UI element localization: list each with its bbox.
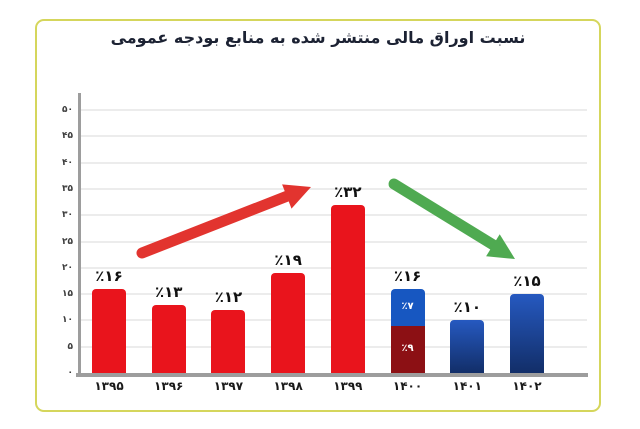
y-axis-tick-label: ۱۵ <box>62 289 73 300</box>
y-axis-tick-label: ۳۵ <box>62 183 73 194</box>
bar-value-label: ٪۳۲ <box>334 182 362 201</box>
bar-value-label: ٪۱۹ <box>274 251 302 270</box>
bar-value-label: ٪۱۶ <box>393 266 422 285</box>
x-axis-year-label: ۱۴۰۰ <box>392 379 423 393</box>
x-axis-year-label: ۱۳۹۹ <box>333 379 363 393</box>
y-axis-tick-label: ۴۰ <box>62 157 73 168</box>
trend-up-arrow <box>136 184 311 259</box>
y-axis-tick-label: ۵۰ <box>62 105 73 115</box>
y-axis-tick-label: ۲۰ <box>62 262 73 273</box>
bar-value-label: ٪۱۶ <box>95 266 123 285</box>
x-axis-year-label: ۱۴۰۲ <box>512 379 542 393</box>
chart-title: نسبت اوراق مالی منتشر شده به منابع بودجه… <box>110 28 526 47</box>
bar-value-label: ٪۱۵ <box>513 272 541 291</box>
bar-segment-bottom <box>390 325 425 373</box>
bar <box>330 204 365 373</box>
trend-down-arrow <box>388 178 515 259</box>
x-axis-year-label: ۱۳۹۷ <box>213 379 244 393</box>
gridline <box>80 109 587 111</box>
bar-segment-label: ٪۷ <box>401 301 414 313</box>
bar-value-label: ٪۱۰ <box>453 298 482 317</box>
y-axis-tick-label: ۵ <box>67 341 74 352</box>
y-axis-tick-label: ۱۰ <box>62 315 73 326</box>
bar-value-label: ٪۱۲ <box>214 287 243 306</box>
bar-chart-plot-area: ۵۰ ۴۵ ۴۰ ۳۵ ۳۰ ۲۵ ۲۰ ۱۵ ۱۰ ۵ ۰ ٪۱۶ ۱۳۹۵ ٪۱۳ ۱۳۹۶ ٪۱۲ ۱۳۹… <box>37 21 599 410</box>
x-axis-year-label: ۱۳۹۸ <box>273 379 303 393</box>
bar <box>92 288 126 373</box>
bar-segment-label: ٪۹ <box>401 343 414 355</box>
y-axis-tick-label: ۳۰ <box>62 210 73 221</box>
y-axis-tick-label: ۰ <box>67 368 74 378</box>
y-axis-tick-label: ۲۵ <box>62 236 73 247</box>
bar <box>151 304 186 373</box>
bar <box>509 294 544 373</box>
x-axis-year-label: ۱۳۹۵ <box>94 379 124 393</box>
bar <box>211 309 246 373</box>
bar-segment-top <box>390 288 425 326</box>
bar <box>450 320 485 373</box>
x-axis-line <box>76 373 588 377</box>
y-axis-line <box>78 93 81 377</box>
y-axis-tick-label: ۴۵ <box>62 131 73 142</box>
x-axis-year-label: ۱۳۹۶ <box>154 379 184 393</box>
bar <box>271 273 306 373</box>
x-axis-year-label: ۱۴۰۱ <box>452 379 482 393</box>
chart-card: نسبت اوراق مالی منتشر شده به منابع بودجه… <box>35 19 601 412</box>
bar-value-label: ٪۱۳ <box>154 282 183 301</box>
gridline <box>80 135 587 138</box>
gridline <box>80 187 587 190</box>
gridline <box>80 161 587 164</box>
